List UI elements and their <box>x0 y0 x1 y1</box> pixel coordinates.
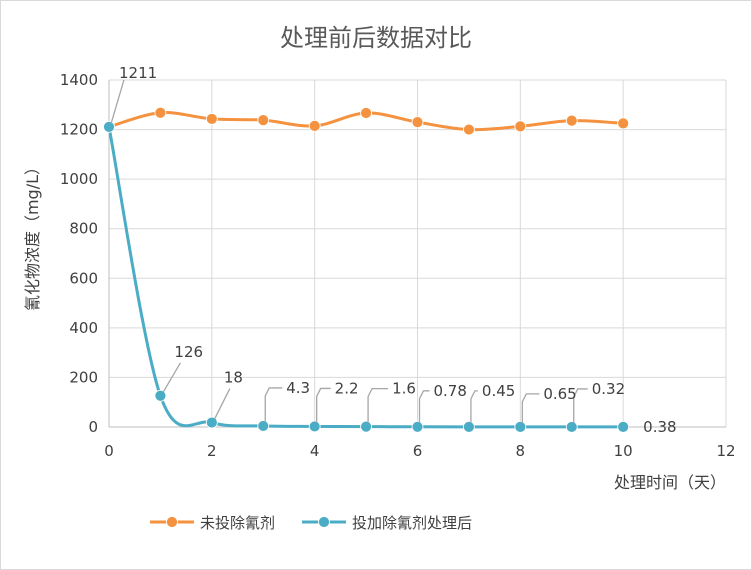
legend-item-1: 未投除氰剂 <box>150 514 275 532</box>
series-2-point <box>514 420 527 433</box>
x-tick-label: 4 <box>310 442 320 460</box>
chart-title: 处理前后数据对比 <box>280 24 472 52</box>
data-label-leaders <box>110 79 588 423</box>
data-label-leader <box>367 387 389 423</box>
series-1-point <box>514 120 527 133</box>
series-2-line <box>107 125 625 429</box>
data-label: 2.2 <box>335 379 359 397</box>
series-2-point <box>411 420 424 433</box>
series-2-point <box>308 420 321 433</box>
data-label: 1.6 <box>392 380 416 398</box>
series-1-point <box>565 114 578 127</box>
y-tick-label: 1400 <box>60 71 98 89</box>
series-1 <box>103 106 630 136</box>
legend-marker <box>166 516 178 528</box>
data-label: 18 <box>224 369 243 387</box>
series-1-point <box>463 123 475 136</box>
series-1-point <box>360 107 372 119</box>
y-tick-label: 200 <box>69 368 98 386</box>
data-label-leader <box>521 393 540 423</box>
data-label: 0.45 <box>482 382 515 400</box>
x-tick-label: 10 <box>614 442 633 460</box>
y-tick-label: 800 <box>69 220 98 238</box>
y-tick-label: 1000 <box>60 170 98 188</box>
y-tick-label: 400 <box>69 319 98 337</box>
legend: 未投除氰剂 投加除氰剂处理后 <box>150 514 472 532</box>
y-tick-labels: 0 200 400 600 800 1000 1200 1400 <box>60 71 98 436</box>
data-label-leader <box>110 79 125 125</box>
data-label: 0.65 <box>543 385 576 403</box>
x-tick-label: 12 <box>716 442 735 460</box>
series-2-point <box>154 389 167 402</box>
data-labels: 1211 126 18 4.3 2.2 1.6 0.78 0.45 0.65 0.32 0.38 <box>119 64 677 436</box>
y-tick-label: 600 <box>69 269 98 287</box>
series-1-point <box>308 119 321 132</box>
legend-marker <box>318 516 330 528</box>
series-1-point <box>257 114 270 127</box>
series-2-point <box>103 120 115 133</box>
data-label: 1211 <box>119 64 157 82</box>
series-1-point <box>205 113 218 125</box>
series-group <box>103 106 630 433</box>
data-label: 4.3 <box>286 379 310 397</box>
x-tick-label: 8 <box>516 442 526 460</box>
data-label-leader <box>573 388 588 423</box>
data-label-leader <box>316 387 331 423</box>
series-1-point <box>154 106 167 119</box>
series-2-point <box>565 421 578 433</box>
data-label: 0.32 <box>592 380 625 398</box>
y-tick-label: 1200 <box>60 121 98 139</box>
data-label-leader <box>470 390 478 423</box>
x-axis-label: 处理时间（天） <box>614 473 726 492</box>
series-1-point <box>411 116 424 129</box>
data-label-leader <box>418 390 430 423</box>
data-label: 126 <box>174 343 203 361</box>
series-2-point <box>360 420 372 433</box>
x-tick-labels: 0 2 4 6 8 10 12 <box>104 442 735 460</box>
legend-label: 未投除氰剂 <box>200 514 275 532</box>
series-2-point <box>205 416 218 429</box>
data-label: 0.38 <box>643 418 676 436</box>
legend-item-2: 投加除氰剂处理后 <box>302 514 472 532</box>
x-tick-label: 6 <box>413 442 423 460</box>
y-axis-label: 氰化物浓度（mg/L） <box>23 159 42 311</box>
data-label-leader <box>162 362 181 393</box>
series-2-point <box>257 420 270 432</box>
data-label: 0.78 <box>434 382 467 400</box>
y-tick-label: 0 <box>88 418 98 436</box>
data-label-leader <box>264 387 283 422</box>
series-2-point <box>617 421 630 433</box>
gridlines <box>109 79 727 427</box>
series-2-point <box>463 420 475 433</box>
legend-label: 投加除氰剂处理后 <box>352 514 472 532</box>
x-tick-label: 2 <box>207 442 217 460</box>
series-1-point <box>617 117 630 130</box>
series-2 <box>103 120 630 433</box>
data-label-leader <box>214 388 231 419</box>
x-tick-label: 0 <box>104 442 114 460</box>
